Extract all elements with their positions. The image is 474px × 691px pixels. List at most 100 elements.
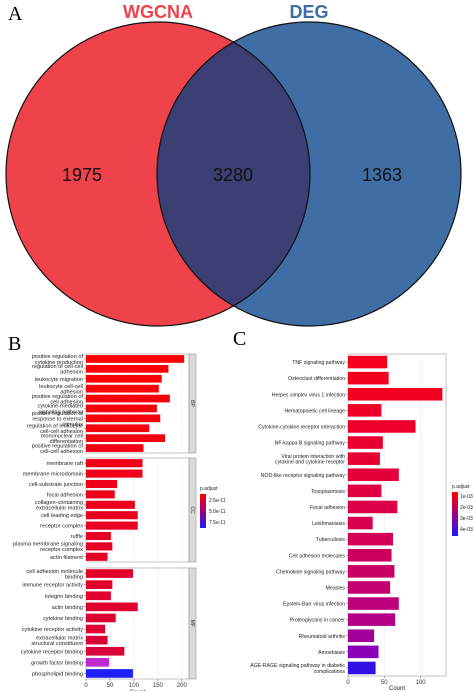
bar-cc-8: [86, 542, 113, 551]
bar-bp-5: [86, 404, 157, 413]
pathway-label-cytokine-cytokine-receptor-interaction: Cytokine-cytokine receptor interaction: [258, 424, 345, 430]
category-label-plasma-membrane-signaling-receptor-complex: plasma membrane signaling receptor comple…: [13, 542, 83, 554]
category-label-regulation-of-leukocyte-cell-cell-adhesion: regulation of leukocyte cell-cell adhesio…: [27, 423, 83, 435]
category-label-cell-adhesion-molecule-binding: cell adhesion molecule binding: [26, 569, 83, 581]
bar-bp-6: [86, 414, 161, 423]
legend-tick-label: 1e-03: [460, 494, 473, 500]
legend-title: p.adjust: [200, 486, 218, 492]
kegg-enrichment-chart: TNF signaling pathway Osteoclast differen…: [250, 353, 473, 691]
category-label-membrane-microdomain: membrane microdomain: [23, 472, 83, 478]
category-label-cytokine-mediated-signaling-pathway: cytokine-mediated signaling pathway: [38, 404, 84, 416]
bar-mf-6: [86, 635, 108, 645]
bar-cc-6: [86, 521, 138, 530]
x-tick-label: 200: [177, 683, 188, 689]
bar-osteoclast-differentiation: [348, 371, 389, 385]
category-label-regulation-of-cell-cell-adhesion: regulation of cell-cell adhesion: [32, 364, 83, 376]
bar-cc-2: [86, 479, 118, 489]
pathway-label-measles: Measles: [326, 585, 346, 591]
category-label-growth-factor-binding: growth factor binding: [31, 660, 83, 666]
bar-cc-9: [86, 552, 108, 561]
legend-tick-label: 2.5e-11: [209, 498, 226, 504]
category-label-cytokine-receptor-binding: cytokine receptor binding: [21, 649, 83, 655]
category-label-mononuclear-cell-differentiation: mononuclear cell differentiation: [41, 433, 83, 445]
venn-diagram: [5, 21, 462, 327]
x-tick-label: 150: [153, 683, 164, 689]
bar-mf-2: [86, 591, 111, 601]
bar-bp-7: [86, 424, 150, 433]
pathway-label-amoebiasis: Amoebiasis: [318, 650, 345, 656]
category-label-immune-receptor-activity: immune receptor activity: [22, 583, 83, 589]
pathway-label-cell-adhesion-molecules: Cell adhesion molecules: [289, 553, 346, 559]
bar-measles: [348, 581, 391, 594]
category-label-leukocyte-migration: leukocyte migration: [35, 377, 83, 383]
legend-tick-label: 3e-03: [460, 516, 473, 522]
bar-cell-adhesion-molecules: [348, 548, 392, 562]
bar-amoebiasis: [348, 645, 379, 659]
pathway-label-nf-kappa-b-signaling-pathway: NF-kappa B signaling pathway: [275, 441, 346, 447]
bar-cc-0: [86, 459, 143, 468]
category-label-positive-regulation-of-cytokine-production: positive regulation of cytokine productio…: [32, 354, 84, 366]
category-label-focal-adhesion: focal adhesion: [47, 492, 83, 498]
category-label-cytokine-receptor-activity: cytokine receptor activity: [22, 627, 83, 633]
category-label-cytokine-binding: cytokine binding: [43, 616, 83, 622]
bar-cytokine-cytokine-receptor-interaction: [348, 420, 416, 433]
bar-hematopoietic-cell-lineage: [348, 404, 382, 417]
x-tick-label: 0: [346, 680, 350, 686]
bar-cc-3: [86, 490, 115, 499]
category-label-ruffle: ruffle: [71, 534, 83, 540]
pathway-label-hematopoietic-cell-lineage: Hematopoietic cell lineage: [284, 408, 345, 414]
facet-strip-bp: BP: [189, 400, 195, 407]
bar-chemokine-signaling-pathway: [348, 565, 395, 578]
pathway-label-herpes-simplex-virus-1-infection: Herpes simplex virus 1 infection: [272, 392, 345, 398]
bar-age-rage-signaling-pathway-in-diabetic-complications: [348, 661, 376, 675]
x-tick-label: 50: [107, 683, 114, 689]
venn-count-overlap: 3280: [213, 165, 253, 185]
pathway-label-rheumatoid-arthritis: Rheumatoid arthritis: [299, 634, 346, 640]
pathway-label-tnf-signaling-pathway: TNF signaling pathway: [292, 360, 345, 366]
bar-mf-9: [86, 669, 133, 678]
bar-bp-4: [86, 394, 170, 403]
bar-cc-4: [86, 500, 135, 509]
venn-count-wgcna-only: 1975: [62, 165, 102, 185]
bar-tnf-signaling-pathway: [348, 355, 388, 369]
bar-tuberculosis: [348, 532, 394, 546]
pathway-label-osteoclast-differentiation: Osteoclast differentiation: [288, 376, 345, 382]
bar-proteoglycans-in-cancer: [348, 613, 396, 626]
bar-toxoplasmosis: [348, 484, 382, 498]
legend-tick-label: 5.0e-11: [209, 509, 226, 515]
bar-mf-8: [86, 658, 109, 667]
pathway-label-toxoplasmosis: Toxoplasmosis: [311, 489, 345, 495]
bar-epstein-barr-virus-infection: [348, 597, 399, 610]
bar-mf-1: [86, 580, 113, 589]
venn-overlap-region: [157, 22, 310, 326]
category-label-membrane-raft: membrane raft: [47, 461, 84, 467]
bar-cc-7: [86, 531, 111, 541]
bar-bp-0: [86, 355, 185, 363]
bar-cc-5: [86, 511, 138, 520]
x-axis-title: Count: [389, 686, 405, 691]
bar-nod-like-receptor-signaling-pathway: [348, 468, 399, 482]
pathway-label-chemokine-signaling-pathway: Chemokine signaling pathway: [276, 569, 345, 575]
legend-tick-label: 7.5e-11: [209, 520, 226, 526]
category-label-actin-filament: actin filament: [50, 555, 83, 561]
bar-mf-7: [86, 646, 125, 656]
bar-mf-3: [86, 602, 138, 612]
pathway-label-epstein-barr-virus-infection: Epstein-Barr virus infection: [283, 602, 345, 608]
bar-nf-kappa-b-signaling-pathway: [348, 436, 383, 449]
venn-title-deg: DEG: [289, 2, 328, 22]
category-label-phospholipid-binding: phospholipid binding: [32, 671, 83, 677]
x-tick-label: 50: [381, 680, 388, 686]
category-label-actin-binding: actin binding: [52, 605, 83, 611]
category-label-cell-leading-edge: cell leading edge: [41, 513, 83, 519]
venn-title-wgcna: WGCNA: [123, 2, 193, 22]
legend-tick-label: 2e-03: [460, 505, 473, 511]
bar-herpes-simplex-virus-1-infection: [348, 387, 443, 401]
pathway-label-proteoglycans-in-cancer: Proteoglycans in cancer: [290, 618, 346, 624]
bar-mf-0: [86, 569, 133, 578]
category-label-positive-regulation-of-response-to-external-stimulus: positive regulation of response to extern…: [32, 411, 84, 428]
facet-strip-cc: CC: [189, 506, 195, 514]
category-label-cell-substrate-junction: cell-substrate junction: [29, 482, 83, 488]
panel-label-b: B: [8, 333, 21, 355]
panel-label-a: A: [8, 3, 23, 25]
